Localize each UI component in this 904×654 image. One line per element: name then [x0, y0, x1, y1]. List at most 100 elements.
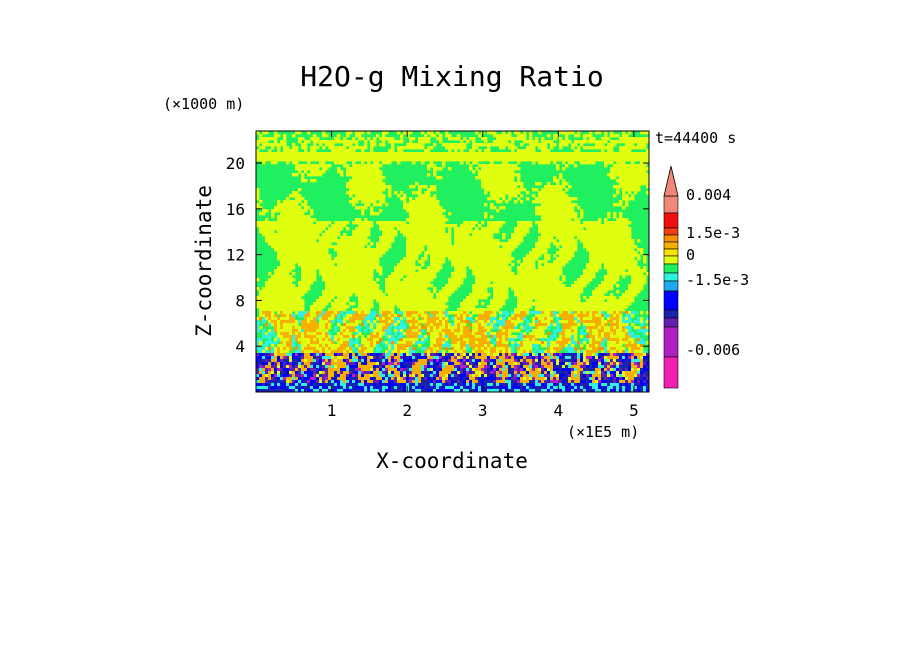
field-cell — [442, 335, 446, 339]
field-cell — [385, 383, 398, 387]
field-cell — [541, 311, 545, 315]
field-cell — [481, 335, 488, 339]
field-cell — [520, 356, 524, 360]
field-cell — [625, 143, 635, 147]
field-cell — [301, 173, 305, 177]
field-cell — [388, 293, 434, 297]
field-cell — [556, 323, 560, 327]
field-cell — [403, 311, 407, 315]
field-cell — [364, 218, 368, 222]
field-cell — [469, 386, 473, 390]
field-cell — [607, 317, 611, 321]
field-cell — [559, 380, 563, 384]
field-cell — [514, 290, 584, 294]
field-cell — [319, 323, 326, 327]
field-cell — [322, 380, 326, 384]
field-cell — [616, 374, 620, 378]
field-cell — [583, 341, 587, 345]
field-cell — [277, 323, 281, 327]
field-cell — [517, 269, 563, 273]
field-cell — [295, 311, 299, 315]
field-cell — [439, 332, 443, 336]
field-cell — [469, 383, 473, 387]
field-cell — [298, 356, 302, 360]
field-cell — [286, 377, 293, 381]
field-cell — [325, 377, 329, 381]
field-cell — [352, 203, 356, 207]
field-cell — [433, 359, 437, 363]
field-cell — [496, 137, 527, 141]
field-cell — [355, 338, 359, 342]
field-cell — [538, 230, 632, 234]
field-cell — [535, 137, 539, 141]
field-cell — [409, 215, 446, 219]
field-cell — [583, 242, 635, 246]
field-cell — [643, 365, 647, 369]
field-cell — [490, 314, 497, 318]
field-cell — [256, 149, 260, 153]
field-cell — [511, 350, 515, 354]
field-cell — [502, 353, 506, 357]
field-cell — [499, 350, 503, 354]
field-cell — [550, 146, 554, 150]
field-cell — [508, 383, 512, 387]
field-cell — [505, 365, 509, 369]
field-cell — [478, 164, 518, 168]
field-cell — [418, 356, 428, 360]
field-cell — [349, 350, 353, 354]
field-cell — [358, 359, 362, 363]
field-cell — [646, 389, 650, 393]
field-cell — [616, 389, 620, 393]
field-cell — [343, 389, 353, 393]
field-cell — [634, 191, 638, 195]
field-cell — [613, 377, 617, 381]
field-cell — [367, 320, 371, 324]
field-cell — [463, 368, 467, 372]
field-cell — [355, 134, 362, 138]
field-cell — [319, 272, 374, 276]
field-cell — [289, 383, 293, 387]
field-cell — [592, 311, 599, 315]
field-cell — [304, 149, 308, 153]
field-cell — [406, 317, 413, 321]
field-cell — [337, 353, 344, 357]
colorbar-segment — [663, 317, 679, 328]
field-cell — [523, 383, 527, 387]
field-cell — [268, 317, 272, 321]
field-cell — [277, 365, 281, 369]
field-cell — [268, 320, 272, 324]
field-cell — [316, 335, 326, 339]
field-cell — [259, 371, 263, 375]
field-cell — [409, 137, 416, 141]
field-cell — [595, 371, 599, 375]
field-cell — [421, 389, 428, 393]
field-cell — [496, 383, 500, 387]
field-cell — [490, 365, 494, 369]
field-cell — [631, 356, 635, 360]
field-cell — [610, 389, 617, 393]
field-cell — [367, 359, 371, 363]
field-cell — [502, 161, 509, 165]
field-cell — [406, 311, 419, 315]
field-cell — [577, 317, 581, 321]
field-cell — [343, 353, 350, 357]
field-cell — [610, 326, 614, 330]
field-cell — [532, 338, 536, 342]
field-cell — [364, 383, 368, 387]
field-cell — [565, 389, 572, 393]
field-cell — [571, 311, 575, 315]
field-cell — [280, 374, 284, 378]
field-cell — [448, 281, 464, 285]
field-cell — [535, 359, 539, 363]
field-cell — [388, 326, 392, 330]
field-cell — [538, 131, 542, 135]
field-cell — [526, 356, 533, 360]
field-cell — [577, 350, 581, 354]
field-cell — [418, 335, 425, 339]
field-cell — [496, 350, 500, 354]
field-cell — [403, 371, 407, 375]
field-cell — [526, 359, 533, 363]
field-cell — [424, 134, 428, 138]
field-cell — [529, 137, 533, 141]
field-cell — [262, 329, 266, 333]
